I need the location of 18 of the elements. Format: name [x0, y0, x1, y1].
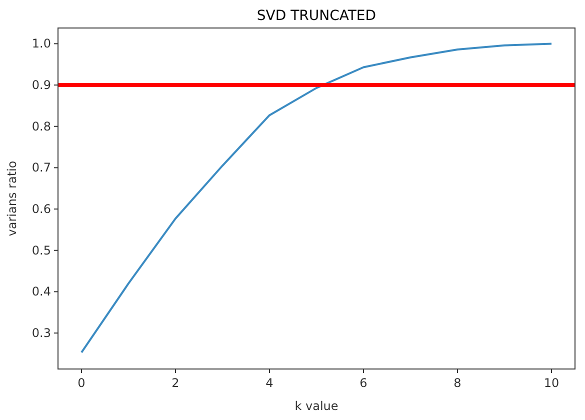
y-tick-label: 0.6: [32, 202, 51, 216]
y-tick-label: 0.3: [32, 326, 51, 340]
x-tick-label: 2: [172, 376, 180, 390]
x-tick-label: 4: [266, 376, 274, 390]
y-axis-title: varians ratio: [5, 160, 19, 236]
x-tick-label: 6: [360, 376, 368, 390]
y-tick-label: 1.0: [32, 36, 51, 51]
y-tick-label: 0.9: [32, 78, 51, 92]
x-tick-label: 10: [544, 376, 560, 390]
y-tick-label: 0.8: [32, 119, 51, 134]
y-tick-label: 0.4: [32, 284, 51, 299]
y-tick-label: 0.7: [32, 160, 51, 175]
x-tick-label: 8: [454, 376, 462, 390]
y-tick-label: 0.5: [32, 243, 51, 258]
x-tick-label: 0: [78, 376, 86, 390]
line-series: [80, 42, 552, 354]
chart-title: SVD TRUNCATED: [256, 8, 376, 24]
x-axis-title: k value: [294, 399, 338, 413]
